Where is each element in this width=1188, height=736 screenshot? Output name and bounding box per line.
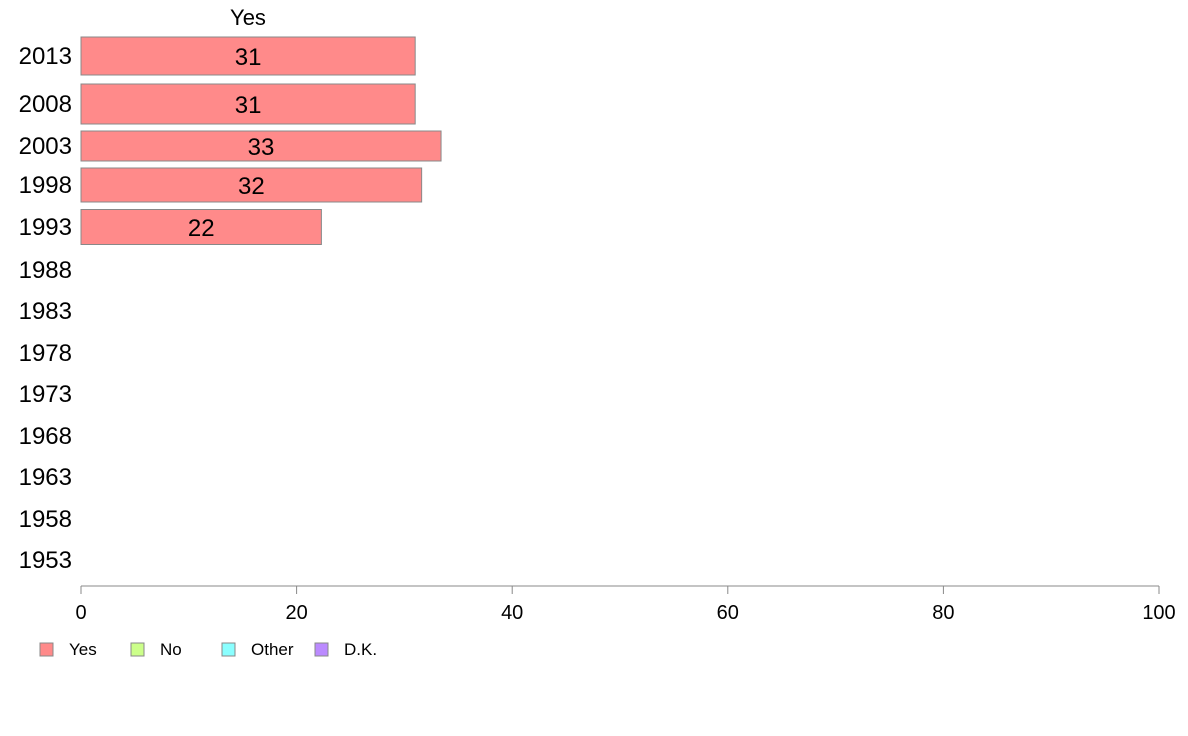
bar-yes-1998 (80, 167, 423, 203)
year-label-2008: 2008 (19, 91, 72, 118)
year-label-1958: 1958 (19, 506, 72, 533)
bar-yes-2008 (80, 83, 416, 125)
x-tick-label-0: 0 (75, 602, 86, 624)
series-header: Yes (230, 5, 266, 30)
bar-yes-2013 (80, 36, 416, 76)
bar-yes-1993 (80, 209, 322, 245)
data-label-1998: 32 (238, 173, 265, 200)
legend-label-yes: Yes (69, 640, 97, 659)
year-label-1993: 1993 (19, 214, 72, 241)
legend-label-d-k: D.K. (344, 640, 377, 659)
legend: Yes No Other D.K. (39, 640, 377, 659)
year-label-2013: 2013 (19, 43, 72, 70)
year-labels: 2013 2008 2003 1998 1993 1988 1983 1978 1973 1968… (19, 43, 72, 574)
x-tick-label-80: 80 (932, 602, 954, 624)
year-label-2003: 2003 (19, 133, 72, 160)
year-label-1988: 1988 (19, 257, 72, 284)
year-label-1953: 1953 (19, 547, 72, 574)
x-axis: 0 20 40 60 80 100 (75, 585, 1176, 624)
year-label-1963: 1963 (19, 464, 72, 491)
year-label-1983: 1983 (19, 298, 72, 325)
bar-yes-2003 (80, 130, 442, 162)
legend-swatch-no (130, 642, 145, 657)
x-tick-label-40: 40 (501, 602, 523, 624)
legend-swatch-yes (39, 642, 54, 657)
bars: 31 31 33 32 22 (80, 36, 442, 245)
x-tick-label-20: 20 (285, 602, 307, 624)
data-label-1993: 22 (188, 215, 215, 242)
legend-swatch-d-k (314, 642, 329, 657)
x-tick-label-60: 60 (717, 602, 739, 624)
x-tick-label-100: 100 (1142, 602, 1175, 624)
data-label-2013: 31 (235, 44, 262, 71)
year-label-1973: 1973 (19, 381, 72, 408)
legend-swatch-other (221, 642, 236, 657)
data-label-2003: 33 (248, 134, 275, 161)
year-label-1968: 1968 (19, 423, 72, 450)
legend-label-no: No (160, 640, 182, 659)
legend-label-other: Other (251, 640, 294, 659)
data-label-2008: 31 (235, 92, 262, 119)
year-label-1998: 1998 (19, 172, 72, 199)
year-label-1978: 1978 (19, 340, 72, 367)
